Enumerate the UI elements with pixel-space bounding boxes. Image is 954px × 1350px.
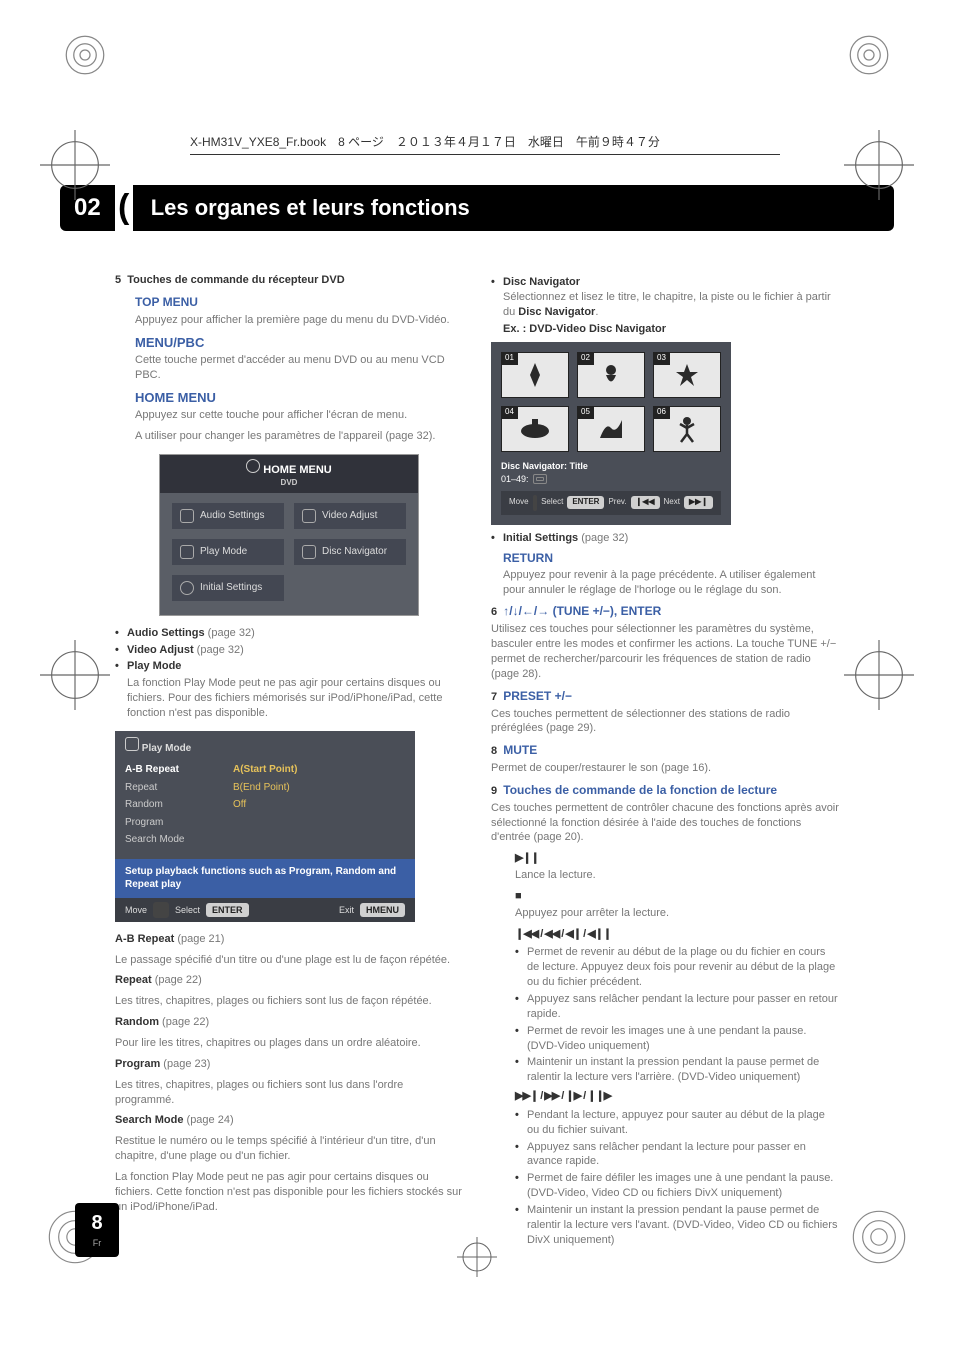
next-bullet: Pendant la lecture, appuyez pour sauter … <box>515 1108 839 1138</box>
left-column: 5 Touches de commande du récepteur DVD T… <box>115 271 463 1251</box>
chapter-title: Les organes et leurs fonctions <box>133 185 894 231</box>
item9-num: 9 <box>491 785 497 797</box>
book-header-line: X-HM31V_YXE8_Fr.book 8 ページ ２０１３年４月１７日 水曜… <box>190 130 780 155</box>
random-p: Pour lire les titres, chapitres ou plage… <box>115 1036 463 1051</box>
menu-item-initial-settings[interactable]: Initial Settings <box>172 575 284 601</box>
play-mode-box: Play Mode A-B RepeatA(Start Point) Repea… <box>115 731 415 922</box>
top-menu-heading: TOP MENU <box>135 295 198 309</box>
search-mode-h: Search Mode <box>115 1114 183 1126</box>
nav-thumb[interactable]: 05 <box>577 406 645 452</box>
home-menu-desc1: Appuyez sur cette touche pour afficher l… <box>115 408 463 423</box>
next-icons: ▶▶❙ / ▶▶ / ❙▶ / ❙❙▶ <box>515 1089 839 1104</box>
play-box-setup: Setup playback functions such as Program… <box>115 859 415 898</box>
program-p: Les titres, chapitres, plages ou fichier… <box>115 1078 463 1108</box>
crosshair-icon <box>40 640 110 710</box>
bullet-audio-settings: Audio Settings (page 32) <box>115 626 463 641</box>
dpad-icon <box>533 495 538 511</box>
prev-bullet: Permet de revoir les images une à une pe… <box>515 1024 839 1054</box>
enter-key-icon: ENTER <box>567 496 604 509</box>
return-heading: RETURN <box>503 550 839 566</box>
item5-title: Touches de commande du récepteur DVD <box>127 274 344 286</box>
menu-item-video-adjust[interactable]: Video Adjust <box>294 503 406 529</box>
play-mode-desc: La fonction Play Mode peut ne pas agir p… <box>127 676 463 721</box>
item6-num: 6 <box>491 606 497 618</box>
right-column: Disc Navigator Sélectionnez et lisez le … <box>491 271 839 1251</box>
regmark-icon <box>60 30 110 80</box>
menu-pbc-heading: MENU/PBC <box>115 334 463 352</box>
bracket-icon: ( <box>115 185 133 231</box>
item7-num: 7 <box>491 691 497 703</box>
home-menu-desc2: A utiliser pour changer les paramètres d… <box>115 429 463 444</box>
item9-desc: Ces touches permettent de contrôler chac… <box>491 801 839 846</box>
bullet-initial-settings: Initial Settings (page 32) RETURN Appuye… <box>491 531 839 598</box>
nav-thumb[interactable]: 06 <box>653 406 721 452</box>
nav-thumb[interactable]: 02 <box>577 352 645 398</box>
pad-icon <box>533 474 547 484</box>
item6-title: ↑/↓/←/→ (TUNE +/−), ENTER <box>503 604 661 618</box>
bullet-play-mode: Play Mode La fonction Play Mode peut ne … <box>115 659 463 720</box>
search-mode-p: Restitue le numéro ou le temps spécifié … <box>115 1134 463 1164</box>
disc-navigator-box: 01 02 03 04 05 06 Disc Navigator: Title … <box>491 342 731 524</box>
home-menu-box: HOME MENU DVD Audio Settings Video Adjust… <box>159 454 419 616</box>
home-box-title: HOME MENU <box>263 464 331 476</box>
item7-desc: Ces touches permettent de sélectionner d… <box>491 707 839 737</box>
regmark-icon <box>844 1202 914 1272</box>
bullet-video-adjust: Video Adjust (page 32) <box>115 643 463 658</box>
prev-bullet: Maintenir un instant la pression pendant… <box>515 1055 839 1085</box>
prev-bullet: Appuyez sans relâcher pendant la lecture… <box>515 992 839 1022</box>
item8-num: 8 <box>491 745 497 757</box>
item8-desc: Permet de couper/restaurer le son (page … <box>491 761 839 776</box>
chapter-bar: 02 ( Les organes et leurs fonctions <box>60 185 894 231</box>
home-menu-heading: HOME MENU <box>115 389 463 407</box>
play-desc: Lance la lecture. <box>515 868 839 883</box>
dpad-icon <box>153 902 169 918</box>
hmenu-key-icon: HMENU <box>360 903 405 917</box>
page-number-badge: 8 Fr <box>75 1203 119 1257</box>
chapter-number: 02 <box>60 185 115 231</box>
next-bullet: Permet de faire défiler les images une à… <box>515 1171 839 1201</box>
nav-thumb[interactable]: 03 <box>653 352 721 398</box>
bullet-disc-navigator: Disc Navigator Sélectionnez et lisez le … <box>491 275 839 336</box>
stop-desc: Appuyez pour arrêter la lecture. <box>515 906 839 921</box>
menu-item-play-mode[interactable]: Play Mode <box>172 539 284 565</box>
next-key-icon: ▶▶❙ <box>684 496 713 509</box>
nav-thumb[interactable]: 04 <box>501 406 569 452</box>
home-box-sub: DVD <box>164 478 414 489</box>
item6-desc: Utilisez ces touches pour sélectionner l… <box>491 622 839 681</box>
regmark-icon <box>844 30 894 80</box>
stop-icon: ■ <box>515 889 839 904</box>
enter-key-icon: ENTER <box>206 903 249 917</box>
program-h: Program <box>115 1058 160 1070</box>
item9-title: Touches de commande de la fonction de le… <box>503 783 777 797</box>
play-pause-icon: ▶❙❙ <box>515 851 839 866</box>
return-desc: Appuyez pour revenir à la page précédent… <box>503 568 839 598</box>
menu-item-audio-settings[interactable]: Audio Settings <box>172 503 284 529</box>
play-mode-footnote: La fonction Play Mode peut ne pas agir p… <box>115 1170 463 1215</box>
prev-icons: ❙◀◀ / ◀◀ / ◀❙ / ◀❙❙ <box>515 927 839 942</box>
repeat-p: Les titres, chapitres, plages ou fichier… <box>115 994 463 1009</box>
prev-key-icon: ❙◀◀ <box>631 496 660 509</box>
nav-thumb[interactable]: 01 <box>501 352 569 398</box>
ab-repeat-p: Le passage spécifié d'un titre ou d'une … <box>115 953 463 968</box>
item8-title: MUTE <box>503 743 537 757</box>
item-number: 5 <box>115 274 121 286</box>
repeat-h: Repeat <box>115 974 152 986</box>
disc-nav-example: Ex. : DVD-Video Disc Navigator <box>503 322 839 337</box>
random-h: Random <box>115 1016 159 1028</box>
top-menu-desc: Appuyez pour afficher la première page d… <box>115 313 463 328</box>
menu-item-disc-navigator[interactable]: Disc Navigator <box>294 539 406 565</box>
next-bullet: Appuyez sans relâcher pendant la lecture… <box>515 1140 839 1170</box>
menu-pbc-desc: Cette touche permet d'accéder au menu DV… <box>115 353 463 383</box>
item7-title: PRESET +/− <box>503 689 572 703</box>
next-bullet: Maintenir un instant la pression pendant… <box>515 1203 839 1248</box>
crosshair-icon <box>844 640 914 710</box>
ab-repeat-h: A-B Repeat <box>115 933 174 945</box>
prev-bullet: Permet de revenir au début de la plage o… <box>515 945 839 990</box>
